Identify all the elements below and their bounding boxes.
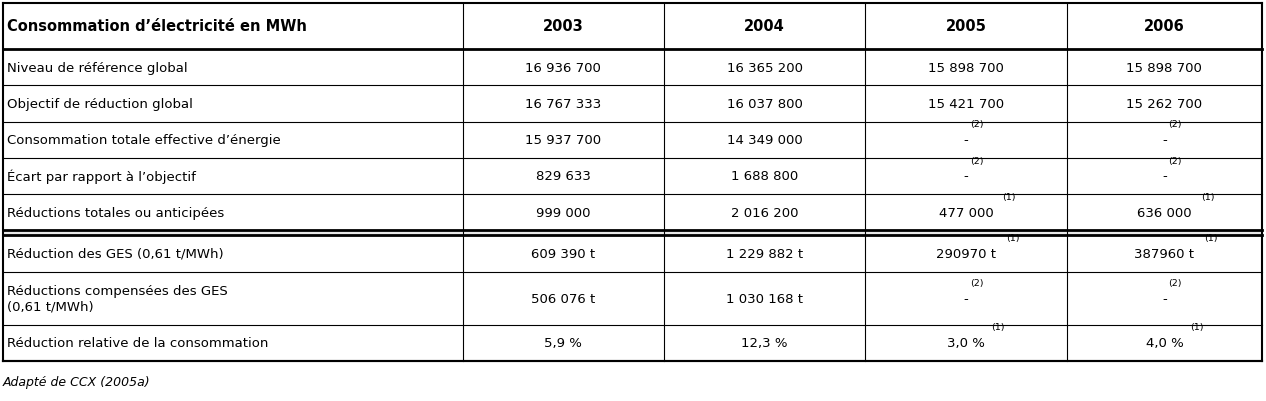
Text: -: - — [963, 134, 968, 147]
Text: 2 016 200: 2 016 200 — [730, 206, 799, 219]
Text: (2): (2) — [1169, 156, 1182, 165]
Text: (1): (1) — [991, 323, 1005, 332]
Text: 1 229 882 t: 1 229 882 t — [727, 247, 803, 260]
Text: 2006: 2006 — [1144, 19, 1185, 34]
Text: 477 000: 477 000 — [939, 206, 994, 219]
Text: 5,9 %: 5,9 % — [544, 336, 582, 350]
Text: 16 037 800: 16 037 800 — [727, 97, 803, 111]
Text: 15 262 700: 15 262 700 — [1127, 97, 1203, 111]
Text: 15 898 700: 15 898 700 — [928, 61, 1004, 75]
Text: Niveau de référence global: Niveau de référence global — [8, 61, 187, 75]
Text: Consommation d’électricité en MWh: Consommation d’électricité en MWh — [8, 19, 306, 34]
Text: Réductions totales ou anticipées: Réductions totales ou anticipées — [8, 206, 224, 219]
Text: Écart par rapport à l’objectif: Écart par rapport à l’objectif — [8, 169, 196, 184]
Text: (1): (1) — [1200, 192, 1214, 201]
Text: 2005: 2005 — [946, 19, 986, 34]
Text: -: - — [1162, 170, 1167, 183]
Text: (1): (1) — [1190, 323, 1203, 332]
Text: 290970 t: 290970 t — [936, 247, 996, 260]
Text: -: - — [963, 292, 968, 305]
Text: (1): (1) — [1204, 233, 1218, 242]
Text: (2): (2) — [1169, 278, 1182, 287]
Text: Réduction relative de la consommation: Réduction relative de la consommation — [8, 336, 268, 350]
Text: (2): (2) — [970, 120, 984, 129]
Text: 2004: 2004 — [744, 19, 785, 34]
Text: 16 365 200: 16 365 200 — [727, 61, 803, 75]
Text: (2): (2) — [1169, 120, 1182, 129]
Text: 636 000: 636 000 — [1137, 206, 1191, 219]
Text: 16 767 333: 16 767 333 — [525, 97, 601, 111]
Text: (1): (1) — [1003, 192, 1015, 201]
Text: (2): (2) — [970, 156, 984, 165]
Text: 12,3 %: 12,3 % — [742, 336, 787, 350]
Text: 15 898 700: 15 898 700 — [1127, 61, 1203, 75]
Text: Consommation totale effective d’énergie: Consommation totale effective d’énergie — [8, 134, 281, 147]
Text: -: - — [963, 170, 968, 183]
Text: 1 688 800: 1 688 800 — [730, 170, 799, 183]
Bar — [3, 231, 1262, 236]
Text: 387960 t: 387960 t — [1134, 247, 1194, 260]
Text: -: - — [1162, 134, 1167, 147]
Text: 15 937 700: 15 937 700 — [525, 134, 601, 147]
Text: 1 030 168 t: 1 030 168 t — [727, 292, 803, 305]
Text: 2003: 2003 — [543, 19, 584, 34]
Text: Réductions compensées des GES
(0,61 t/MWh): Réductions compensées des GES (0,61 t/MW… — [8, 284, 228, 312]
Text: 3,0 %: 3,0 % — [947, 336, 985, 350]
Text: 16 936 700: 16 936 700 — [525, 61, 601, 75]
Text: 14 349 000: 14 349 000 — [727, 134, 803, 147]
Text: 15 421 700: 15 421 700 — [928, 97, 1004, 111]
Text: Objectif de réduction global: Objectif de réduction global — [8, 97, 192, 111]
Text: (1): (1) — [1006, 233, 1019, 242]
Text: 999 000: 999 000 — [536, 206, 590, 219]
Text: 829 633: 829 633 — [536, 170, 591, 183]
Text: Adapté de CCX (2005a): Adapté de CCX (2005a) — [3, 375, 151, 388]
Text: (2): (2) — [970, 278, 984, 287]
Text: 506 076 t: 506 076 t — [532, 292, 595, 305]
Text: 4,0 %: 4,0 % — [1146, 336, 1184, 350]
Text: 609 390 t: 609 390 t — [532, 247, 595, 260]
Text: Réduction des GES (0,61 t/MWh): Réduction des GES (0,61 t/MWh) — [8, 247, 224, 260]
Text: -: - — [1162, 292, 1167, 305]
